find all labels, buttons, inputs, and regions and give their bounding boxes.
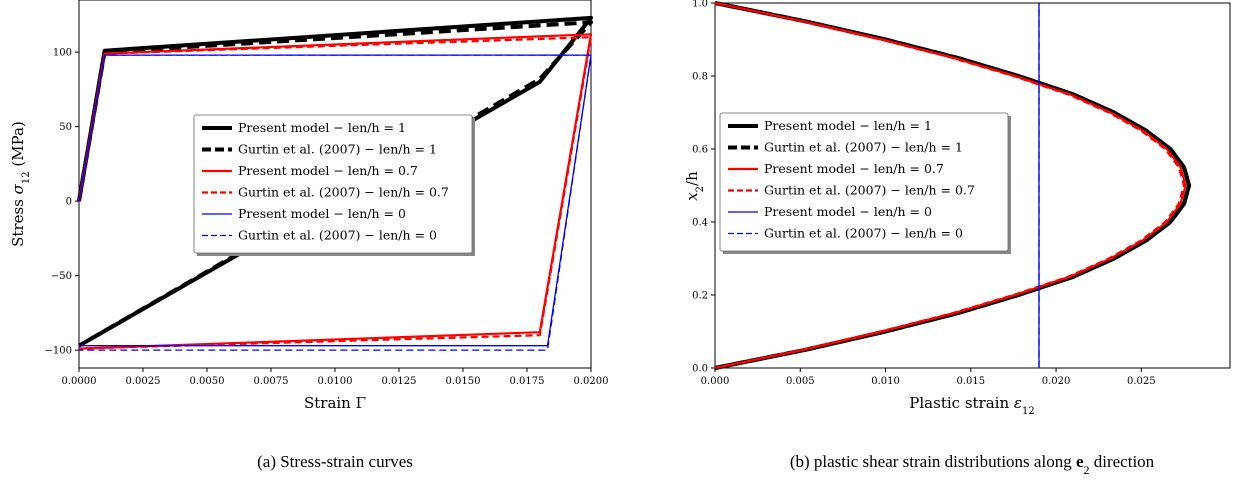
x-tick-label: 0.020 bbox=[1042, 376, 1071, 387]
caption-b-suffix: direction bbox=[1090, 452, 1155, 471]
y-tick-label: 50 bbox=[59, 122, 72, 133]
y-tick-label: 1.0 bbox=[692, 0, 708, 10]
y-tick-label: 0.2 bbox=[692, 291, 708, 302]
legend-label: Gurtin et al. (2007) − len/h = 1 bbox=[764, 140, 963, 155]
y-ticks-a: −100 −50 0 50 100 bbox=[45, 48, 79, 357]
x-tick-label: 0.000 bbox=[701, 376, 730, 387]
x-tick-label: 0.0000 bbox=[62, 376, 97, 387]
legend-label: Present model − len/h = 1 bbox=[238, 120, 406, 135]
caption-b-subscript: 2 bbox=[1084, 463, 1090, 477]
y-tick-label: 0.4 bbox=[692, 218, 708, 229]
y-tick-label: 100 bbox=[53, 48, 72, 59]
x-tick-label: 0.025 bbox=[1127, 376, 1156, 387]
legend-b: Present model − len/h = 1 Gurtin et al. (… bbox=[719, 112, 1011, 254]
legend-a: Present model − len/h = 1 Gurtin et al. (… bbox=[193, 114, 475, 256]
y-ticks-b: 0.0 0.2 0.4 0.6 0.8 1.0 bbox=[692, 0, 715, 375]
y-axis-label-a: Stress σ12 (MPa) bbox=[9, 121, 32, 247]
x-tick-label: 0.0075 bbox=[254, 376, 289, 387]
series-group-b bbox=[714, 1, 1192, 370]
x-tick-label: 0.005 bbox=[786, 376, 815, 387]
x-ticks-a: 0.0000 0.0025 0.0050 0.0075 0.0100 0.0125 0.01… bbox=[62, 368, 609, 387]
series-line-b-3 bbox=[714, 1, 1186, 370]
x-tick-label: 0.0125 bbox=[382, 376, 417, 387]
legend-label: Present model − len/h = 0 bbox=[238, 206, 406, 221]
y-tick-label: 0.8 bbox=[692, 72, 708, 83]
legend-label: Gurtin et al. (2007) − len/h = 0.7 bbox=[764, 183, 975, 198]
x-axis-label-b: Plastic strain ε12 bbox=[909, 394, 1034, 417]
plot-frame-b bbox=[714, 2, 1231, 369]
y-tick-label: 0.6 bbox=[692, 145, 708, 156]
legend-label: Gurtin et al. (2007) − len/h = 0 bbox=[764, 226, 963, 241]
y-tick-label: 0.0 bbox=[692, 364, 708, 375]
x-axis-label-a: Strain Γ bbox=[304, 394, 366, 412]
y-tick-label: −50 bbox=[51, 271, 72, 282]
x-tick-label: 0.0200 bbox=[574, 376, 609, 387]
y-axis-label-b: x2/h bbox=[683, 171, 706, 201]
panel-stress-strain: 0.0000 0.0025 0.0050 0.0075 0.0100 0.0125 0.01… bbox=[9, 0, 609, 412]
x-tick-label: 0.0175 bbox=[510, 376, 545, 387]
y-tick-label: −100 bbox=[45, 346, 72, 357]
x-tick-label: 0.0050 bbox=[190, 376, 225, 387]
legend-label: Present model − len/h = 0.7 bbox=[238, 163, 418, 178]
legend-label: Present model − len/h = 1 bbox=[764, 118, 932, 133]
x-tick-label: 0.015 bbox=[956, 376, 985, 387]
legend-label: Present model − len/h = 0.7 bbox=[764, 161, 944, 176]
series-line-a-4 bbox=[78, 54, 592, 347]
legend-box bbox=[719, 112, 1009, 252]
x-tick-label: 0.0100 bbox=[318, 376, 353, 387]
caption-b: (b) plastic shear strain distributions a… bbox=[790, 452, 1155, 477]
legend-label: Gurtin et al. (2007) − len/h = 0 bbox=[238, 228, 437, 243]
legend-label: Present model − len/h = 0 bbox=[764, 204, 932, 219]
y-tick-label: 0 bbox=[66, 197, 72, 208]
caption-b-prefix: (b) plastic shear strain distributions a… bbox=[790, 452, 1076, 471]
x-tick-label: 0.0025 bbox=[126, 376, 161, 387]
x-tick-label: 0.0150 bbox=[446, 376, 481, 387]
x-tick-label: 0.010 bbox=[871, 376, 900, 387]
legend-box bbox=[193, 114, 473, 254]
panel-plastic-strain: 0.000 0.005 0.010 0.015 0.020 0.025 0.0 0.2 0.4… bbox=[683, 0, 1231, 417]
legend-label: Gurtin et al. (2007) − len/h = 0.7 bbox=[238, 185, 449, 200]
caption-b-vector: e bbox=[1076, 452, 1084, 471]
x-ticks-b: 0.000 0.005 0.010 0.015 0.020 0.025 bbox=[701, 368, 1156, 387]
legend-label: Gurtin et al. (2007) − len/h = 1 bbox=[238, 142, 437, 157]
caption-a: (a) Stress-strain curves bbox=[257, 452, 413, 471]
